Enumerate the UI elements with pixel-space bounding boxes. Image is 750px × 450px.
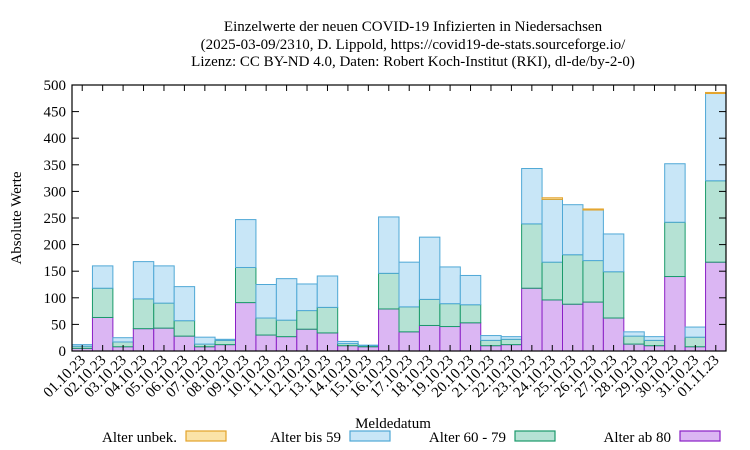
x-axis-label: Meldedatum xyxy=(355,416,431,432)
bar-alter-60-79-08.10.23 xyxy=(214,339,236,346)
bar-alter-bis-59-08.10.23 xyxy=(214,338,236,341)
bar-alter-ab-80-24.10.23 xyxy=(541,299,563,352)
bar-alter-60-79-20.10.23 xyxy=(459,304,482,324)
bar-alter-bis-59-11.10.23 xyxy=(275,278,298,321)
bar-alter-unbek-24.10.23 xyxy=(541,197,563,200)
legend-label-alter-unbek: Alter unbek. xyxy=(102,430,177,446)
bar-alter-bis-59-31.10.23 xyxy=(684,326,707,338)
bar-alter-bis-59-13.10.23 xyxy=(316,275,339,308)
bar-alter-60-79-09.10.23 xyxy=(235,266,257,304)
bar-alter-ab-80-16.10.23 xyxy=(378,308,400,352)
y-tick-label-500: 500 xyxy=(44,78,67,94)
bar-alter-60-79-16.10.23 xyxy=(378,272,400,310)
bar-alter-unbek-26.10.23 xyxy=(582,208,604,211)
bar-alter-60-79-19.10.23 xyxy=(439,303,461,328)
legend-swatch-alter-unbek xyxy=(185,430,227,442)
bar-alter-60-79-18.10.23 xyxy=(418,298,441,326)
bar-alter-bis-59-06.10.23 xyxy=(173,286,196,322)
y-tick-label-200: 200 xyxy=(44,238,67,254)
bar-alter-60-79-28.10.23 xyxy=(623,335,645,345)
bar-alter-60-79-10.10.23 xyxy=(255,317,277,336)
bar-alter-bis-59-24.10.23 xyxy=(541,198,563,263)
legend-swatch-alter-60-79 xyxy=(514,430,556,442)
bar-alter-60-79-17.10.23 xyxy=(398,306,420,333)
bar-alter-60-79-23.10.23 xyxy=(521,223,543,289)
y-tick-label-50: 50 xyxy=(51,317,66,333)
y-tick-label-150: 150 xyxy=(44,264,67,280)
bar-alter-60-79-29.10.23 xyxy=(643,339,666,347)
bar-alter-bis-59-16.10.23 xyxy=(378,216,400,274)
legend-swatch-alter-ab-80 xyxy=(679,430,721,442)
bar-alter-bis-59-17.10.23 xyxy=(398,261,420,308)
bar-alter-bis-59-09.10.23 xyxy=(235,219,257,268)
bar-alter-bis-59-29.10.23 xyxy=(643,336,666,341)
bar-alter-60-79-01.11.23 xyxy=(705,180,727,263)
y-axis-label: Absolute Werte xyxy=(9,171,25,264)
chart-title-line-3: Lizenz: CC BY-ND 4.0, Daten: Robert Koch… xyxy=(191,54,635,70)
y-tick-label-100: 100 xyxy=(44,291,67,307)
bar-alter-bis-59-26.10.23 xyxy=(582,209,604,262)
bar-alter-60-79-21.10.23 xyxy=(480,339,502,347)
bar-alter-60-79-22.10.23 xyxy=(500,338,523,346)
bar-alter-ab-80-23.10.23 xyxy=(521,287,543,352)
legend-swatch-alter-bis-59 xyxy=(349,430,391,442)
bar-alter-bis-59-05.10.23 xyxy=(153,265,175,304)
bar-alter-bis-59-02.10.23 xyxy=(91,265,114,289)
bar-alter-60-79-24.10.23 xyxy=(541,261,563,301)
bar-alter-bis-59-07.10.23 xyxy=(194,336,216,345)
legend-label-alter-ab-80: Alter ab 80 xyxy=(604,430,671,446)
y-tick-label-400: 400 xyxy=(44,131,67,147)
bar-alter-ab-80-26.10.23 xyxy=(582,301,604,352)
bar-alter-60-79-30.10.23 xyxy=(664,221,686,278)
bar-alter-bis-59-18.10.23 xyxy=(418,236,441,300)
bar-alter-bis-59-28.10.23 xyxy=(623,331,645,337)
bar-alter-bis-59-30.10.23 xyxy=(664,163,686,223)
bar-alter-bis-59-25.10.23 xyxy=(562,204,584,256)
chart-title-line-1: Einzelwerte der neuen COVID-19 Infiziert… xyxy=(224,19,603,35)
bar-alter-60-79-05.10.23 xyxy=(153,302,175,329)
bar-alter-60-79-12.10.23 xyxy=(296,310,318,330)
bar-alter-bis-59-10.10.23 xyxy=(255,284,277,319)
bar-alter-bis-59-03.10.23 xyxy=(112,337,134,343)
bar-alter-bis-59-27.10.23 xyxy=(602,233,625,273)
bar-alter-60-79-06.10.23 xyxy=(173,320,196,337)
bar-alter-ab-80-25.10.23 xyxy=(562,303,584,352)
bar-alter-ab-80-01.11.23 xyxy=(705,261,727,352)
bar-alter-unbek-01.11.23 xyxy=(705,91,727,95)
bar-alter-60-79-13.10.23 xyxy=(316,306,339,334)
bar-alter-bis-59-12.10.23 xyxy=(296,283,318,312)
bar-alter-bis-59-20.10.23 xyxy=(459,274,482,306)
y-tick-label-450: 450 xyxy=(44,105,67,121)
bar-alter-60-79-25.10.23 xyxy=(562,254,584,305)
bar-alter-bis-59-21.10.23 xyxy=(480,335,502,341)
bar-alter-bis-59-01.11.23 xyxy=(705,93,727,182)
bar-alter-60-79-27.10.23 xyxy=(602,271,625,319)
bar-alter-bis-59-04.10.23 xyxy=(132,261,155,300)
y-tick-label-250: 250 xyxy=(44,211,67,227)
legend: Alter unbek. Alter bis 59 Alter 60 - 79 Alt… xyxy=(102,430,721,446)
bars-layer xyxy=(71,91,727,352)
bar-alter-60-79-02.10.23 xyxy=(91,287,114,318)
y-tick-label-0: 0 xyxy=(59,344,67,360)
bar-alter-bis-59-19.10.23 xyxy=(439,266,461,305)
y-tick-label-350: 350 xyxy=(44,158,67,174)
bar-alter-60-79-04.10.23 xyxy=(132,298,155,330)
chart-title-line-2: (2025-03-09/2310, D. Lippold, https://co… xyxy=(201,37,626,53)
bar-alter-bis-59-23.10.23 xyxy=(521,168,543,225)
bar-alter-bis-59-14.10.23 xyxy=(337,340,359,345)
legend-label-alter-60-79: Alter 60 - 79 xyxy=(429,430,506,446)
bar-alter-60-79-11.10.23 xyxy=(275,319,298,338)
y-tick-label-300: 300 xyxy=(44,184,67,200)
bar-alter-ab-80-30.10.23 xyxy=(664,276,686,352)
legend-label-alter-bis-59: Alter bis 59 xyxy=(270,430,341,446)
bar-alter-60-79-26.10.23 xyxy=(582,260,604,303)
bar-alter-bis-59-22.10.23 xyxy=(500,336,523,340)
bar-alter-ab-80-09.10.23 xyxy=(235,302,257,352)
